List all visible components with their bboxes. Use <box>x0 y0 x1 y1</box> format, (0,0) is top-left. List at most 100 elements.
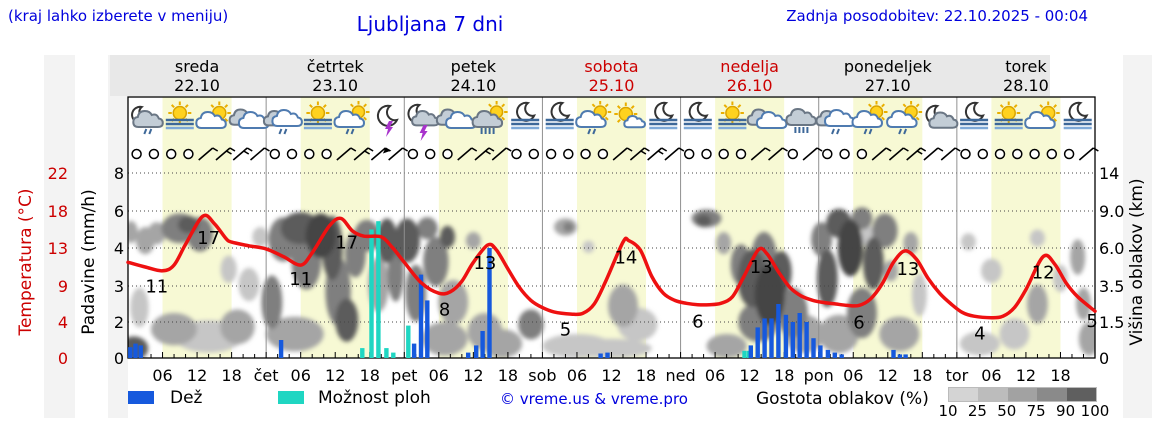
hour-tick-label: 18 <box>221 366 241 385</box>
svg-text:0: 0 <box>114 349 124 368</box>
svg-text:8: 8 <box>114 164 124 183</box>
hour-tick-label: 12 <box>601 366 621 385</box>
gradient-tick-label: 100 <box>1080 402 1110 420</box>
calm-wind-icon <box>597 148 609 160</box>
rain-bar <box>790 322 795 358</box>
cloud-blob <box>220 255 237 283</box>
cloud-blob <box>128 220 138 244</box>
cloud-blob <box>959 331 1001 356</box>
day-name: nedelja <box>720 57 779 76</box>
wind-barb-icon <box>647 147 668 161</box>
cloud-blob <box>816 249 838 308</box>
moon-fog-icon <box>960 101 989 130</box>
hour-tick-label: 06 <box>843 366 863 385</box>
cloud-blob <box>128 336 149 358</box>
wind-barb-icon <box>768 147 788 161</box>
hour-tick-label: 18 <box>360 366 380 385</box>
calm-wind-icon <box>148 148 160 160</box>
wind-barb-icon <box>664 147 685 161</box>
cloud-blob <box>151 313 197 346</box>
calm-wind-icon <box>960 148 971 160</box>
wind-barb-icon <box>612 147 633 161</box>
fog-sun-icon <box>994 101 1023 130</box>
wind-barbs-row <box>131 147 1099 161</box>
hour-tick-label: 18 <box>774 366 794 385</box>
cloud-blob <box>1078 322 1095 356</box>
rain-bar <box>797 313 802 358</box>
cloud-blob <box>261 275 283 330</box>
calm-wind-icon <box>563 148 574 160</box>
rain-bar <box>897 354 903 358</box>
menu-hint: (kraj lahko izberete v meniju) <box>8 7 229 25</box>
calm-wind-icon <box>683 148 695 160</box>
calm-wind-icon <box>424 148 436 160</box>
last-update: Zadnja posodobitev: 22.10.2025 - 00:04 <box>786 7 1088 25</box>
hour-tick-label: 18 <box>1050 366 1070 385</box>
gradient-segment <box>978 388 1008 401</box>
rain-bar <box>783 314 789 358</box>
calm-wind-icon <box>787 148 799 160</box>
rain-bar <box>466 352 471 358</box>
svg-text:18: 18 <box>48 202 68 221</box>
rain-legend-swatch <box>128 391 154 404</box>
gradient-tick-label: 90 <box>1056 402 1076 420</box>
day-name: torek <box>1005 57 1047 76</box>
rain-bar <box>762 318 767 358</box>
wind-barb-icon <box>491 147 512 161</box>
rain-bar <box>598 353 603 358</box>
calm-wind-icon <box>407 148 419 160</box>
hour-tick-label: 12 <box>325 366 345 385</box>
fog-sun-icon <box>165 101 194 130</box>
svg-text:14: 14 <box>1099 164 1119 183</box>
temp-value-label: 11 <box>145 277 168 298</box>
hour-tick-label: 06 <box>291 366 311 385</box>
cloud-blob <box>608 284 638 328</box>
hour-tick-label: 12 <box>463 366 483 385</box>
moon-lightning-icon <box>376 104 399 137</box>
day-abbr-label: pet <box>391 366 417 385</box>
clouds-rain-icon <box>785 107 817 133</box>
cloud-blob <box>1029 229 1045 247</box>
wind-barb-icon <box>1078 147 1099 161</box>
wind-barb-icon <box>215 147 236 161</box>
wind-barb-icon <box>871 147 892 161</box>
calm-wind-icon <box>1063 148 1075 160</box>
temp-value-labels: 11 17 11 17 8 13 5 14 6 13 6 13 4 12 5 <box>145 228 1097 345</box>
wind-barb-icon <box>923 147 944 161</box>
cloud-blob <box>252 227 269 247</box>
cloud-blob <box>863 236 884 290</box>
svg-text:3: 3 <box>114 277 124 296</box>
cloud-blob <box>220 309 255 345</box>
sun-cloud-rain-icon <box>471 101 508 134</box>
temperature-curve <box>126 213 1097 320</box>
rain-bar <box>748 345 753 358</box>
cloud-blob <box>706 334 747 358</box>
cloud-blob <box>1027 284 1048 324</box>
page-title: Ljubljana 7 dni <box>356 12 504 36</box>
weather-icons-row <box>131 101 1092 141</box>
day-header-sobota: sobota 25.10 <box>542 57 682 95</box>
copyright-link[interactable]: © vreme.us & vreme.pro <box>500 390 688 408</box>
calm-wind-icon <box>1012 148 1023 160</box>
x-axis-labels: 06 12 18 06 12 18 06 12 18 06 12 18 06 12 18 06 12 18 06 12… <box>152 366 1070 385</box>
day-date: 25.10 <box>588 76 635 95</box>
calm-wind-icon <box>718 148 729 160</box>
moon-cloud-icon <box>925 104 959 129</box>
calm-wind-icon <box>977 148 989 160</box>
gradient-tick-label: 25 <box>967 402 987 420</box>
svg-text:2: 2 <box>114 313 124 332</box>
moon-fog-icon <box>649 101 678 130</box>
cloud-blob <box>423 236 449 287</box>
temp-value-label: 5 <box>560 319 571 340</box>
rain-bar <box>487 248 492 358</box>
cloud-blob <box>1053 264 1068 293</box>
rain-bar <box>278 340 284 358</box>
day-header-ponedeljek: ponedeljek 27.10 <box>818 57 958 95</box>
temp-value-label: 13 <box>896 259 919 280</box>
cloud-blob <box>421 322 468 356</box>
wind-barb-icon <box>336 147 357 161</box>
cloud-blob <box>518 309 544 340</box>
cloud-blob <box>872 213 898 248</box>
temp-value-label: 5 <box>1086 311 1097 332</box>
